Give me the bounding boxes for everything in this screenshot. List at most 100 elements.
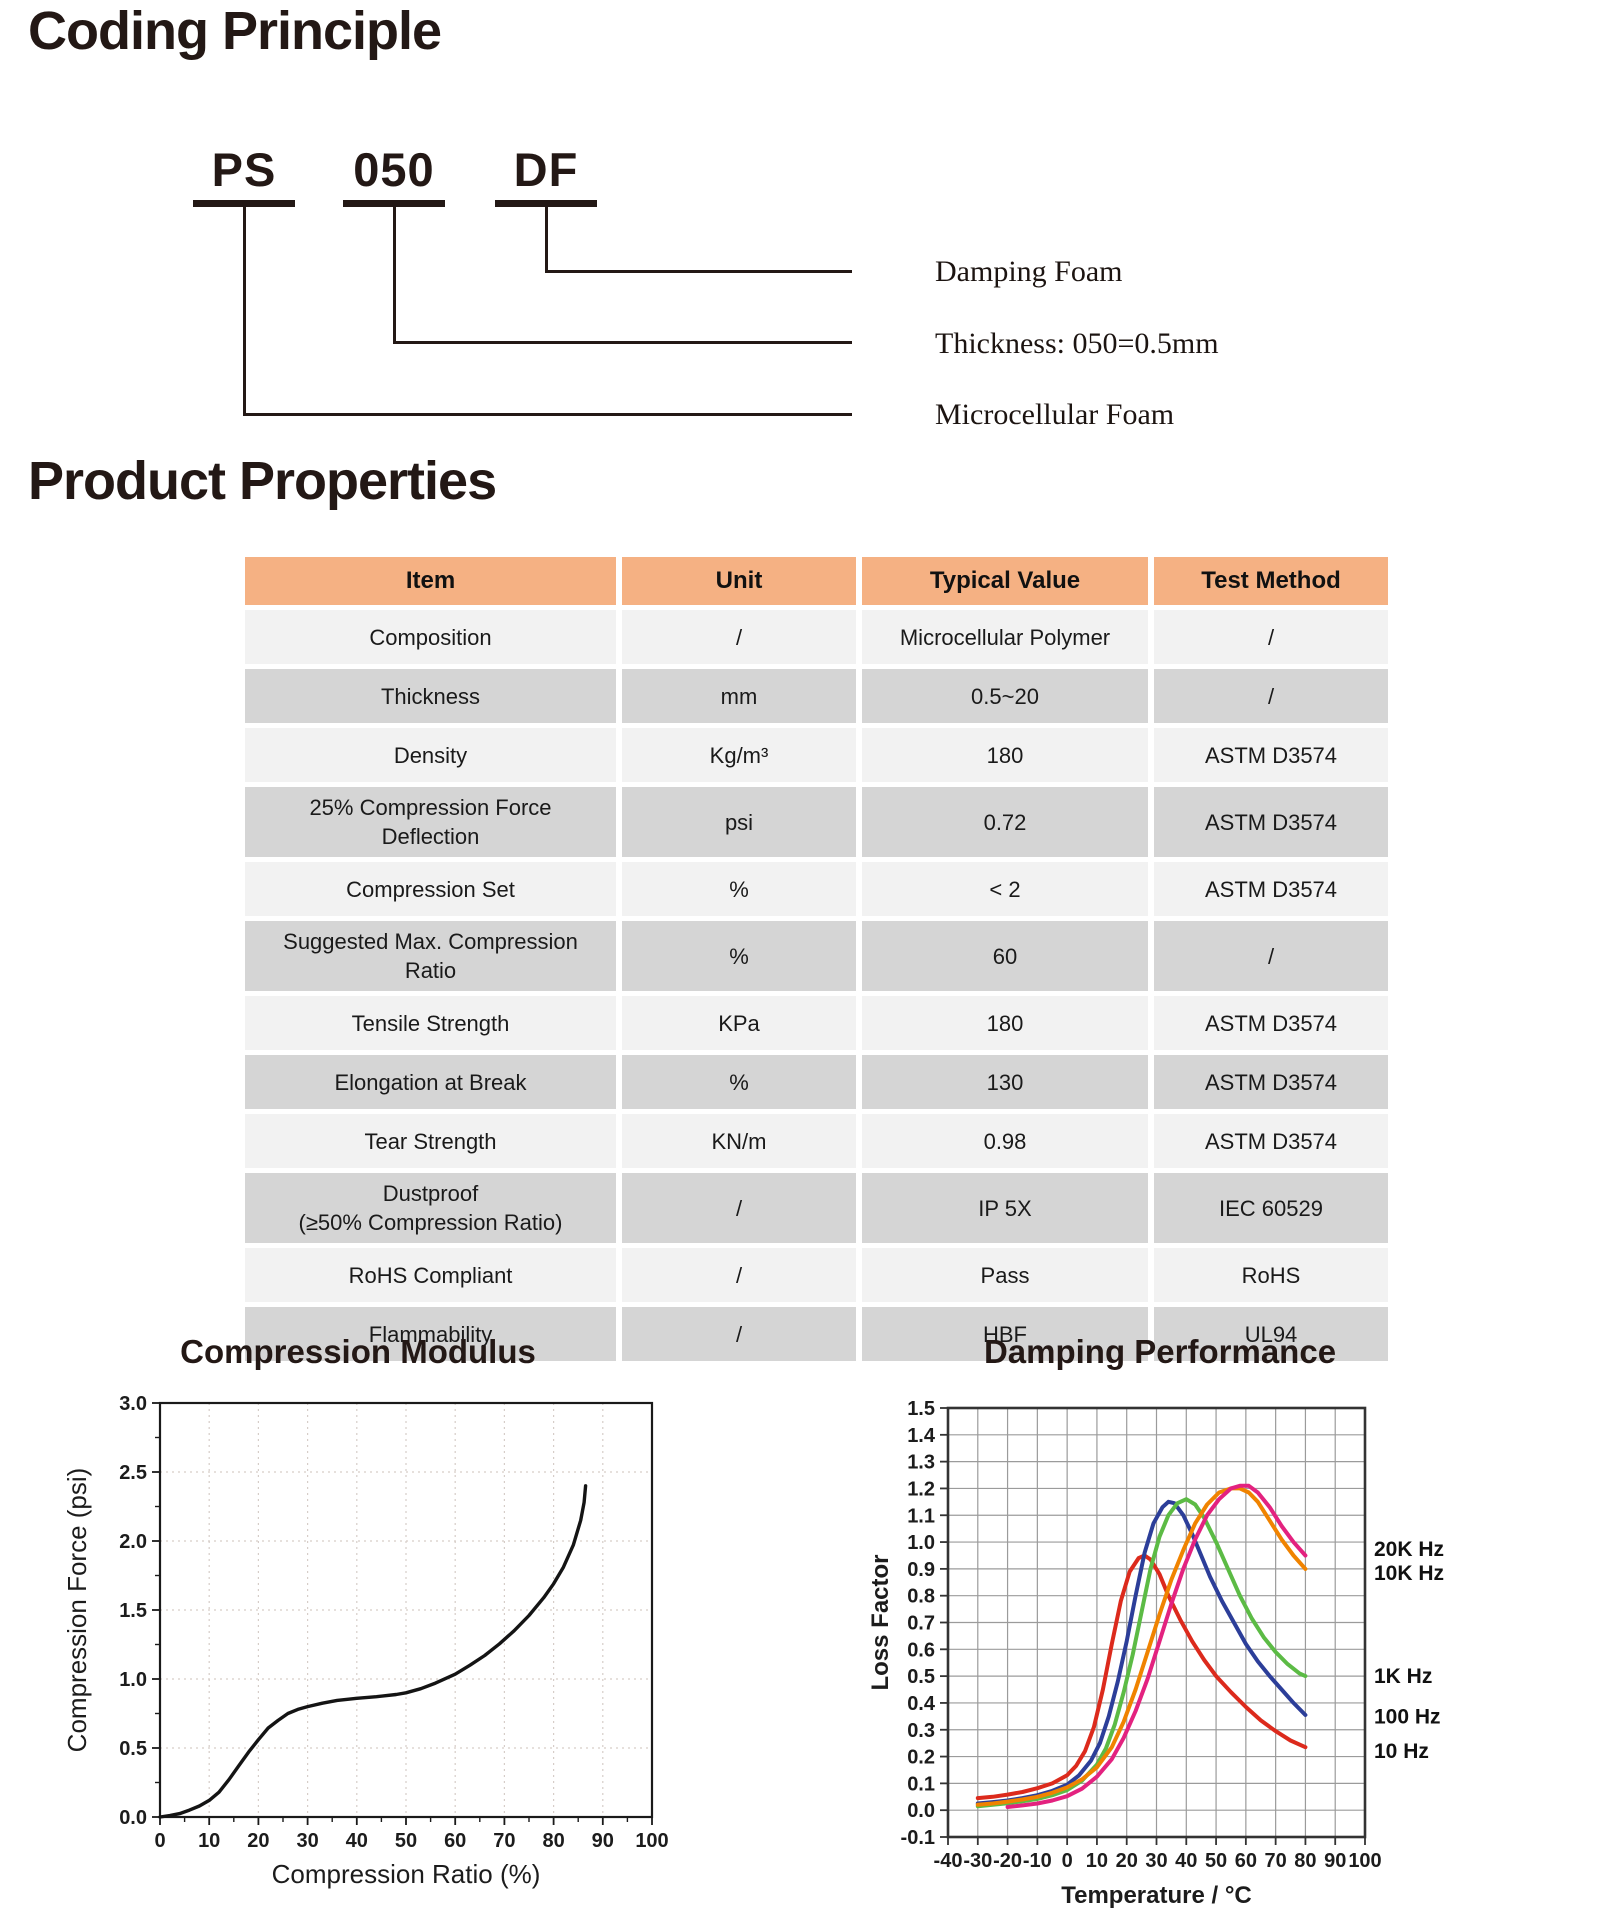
cell-method: ASTM D3574: [1154, 728, 1388, 782]
cell-unit: /: [622, 1307, 856, 1361]
cell-value: Pass: [862, 1248, 1148, 1302]
x-tick-label: -10: [1023, 1850, 1052, 1872]
table-row: 25% Compression Force Deflection psi 0.72 A…: [245, 787, 1388, 857]
cell-value: 0.72: [862, 787, 1148, 857]
y-tick-label: 0.4: [907, 1693, 936, 1715]
x-tick-label: 80: [542, 1830, 564, 1852]
cell-unit: %: [622, 1055, 856, 1109]
cell-item: RoHS Compliant: [245, 1248, 616, 1302]
compression-modulus-title: Compression Modulus: [180, 1333, 536, 1370]
connector-hline-df: [545, 270, 852, 273]
x-tick-label: -30: [963, 1850, 992, 1872]
cell-unit: Kg/m³: [622, 728, 856, 782]
cell-method: ASTM D3574: [1154, 996, 1388, 1050]
table-row: Dustproof (≥50% Compression Ratio) / IP 5X…: [245, 1173, 1388, 1243]
x-tick-label: 100: [1348, 1850, 1381, 1872]
cell-item: Suggested Max. Compression Ratio: [245, 921, 616, 991]
cell-unit: KPa: [622, 996, 856, 1050]
damping-performance-chart: -40 -30 -20 -10 0 10 20 30 40 50 60 70 80 90 100 -0.1 0.…: [867, 1398, 1444, 1909]
series-label-10-hz: 10 Hz: [1374, 1740, 1429, 1763]
series-label-10k-hz: 10K Hz: [1374, 1562, 1444, 1585]
column-header-typical-value: Typical Value: [862, 557, 1148, 605]
y-tick-label: 1.0: [119, 1669, 147, 1691]
connector-vline-ps: [243, 207, 246, 415]
cell-value: 180: [862, 728, 1148, 782]
x-axis-title: Temperature / °C: [1061, 1882, 1252, 1909]
series-compression-curve: [158, 1484, 588, 1819]
x-tick-label: 50: [1205, 1850, 1227, 1872]
y-tick-label: 0.3: [907, 1720, 935, 1742]
y-tick-label: 0.2: [907, 1747, 935, 1769]
underline-bar-ps: [193, 200, 295, 207]
cell-method: RoHS: [1154, 1248, 1388, 1302]
table-row: Suggested Max. Compression Ratio% 60/: [245, 921, 1388, 991]
code-part-thickness: 050: [353, 143, 435, 196]
code-label-damping-foam: Damping Foam: [935, 255, 1123, 288]
y-tick-label: -0.1: [901, 1827, 935, 1849]
x-tick-label: 10: [1086, 1850, 1108, 1872]
series-1k-hz: [975, 1497, 1308, 1809]
x-tick-label: 10: [198, 1830, 220, 1852]
table-row: Tensile Strength KPa 180 ASTM D3574: [245, 996, 1388, 1050]
code-part-ps: PS: [211, 143, 277, 196]
cell-method: UL94: [1154, 1307, 1388, 1361]
cell-unit: /: [622, 610, 856, 664]
damping-performance-title: Damping Performance: [983, 1333, 1337, 1370]
cell-unit: %: [622, 862, 856, 916]
series-label-1k-hz: 1K Hz: [1374, 1665, 1432, 1688]
cell-item: Composition: [245, 610, 616, 664]
connector-hline-thickness: [393, 341, 852, 344]
cell-item: Elongation at Break: [245, 1055, 616, 1109]
x-tick-label: 60: [444, 1830, 466, 1852]
cell-method: /: [1154, 610, 1388, 664]
code-label-thickness: Thickness: 050=0.5mm: [935, 327, 1219, 360]
cell-value: 180: [862, 996, 1148, 1050]
cell-item: Density: [245, 728, 616, 782]
table-header-row: Item Unit Typical Value Test Method: [245, 557, 1388, 605]
x-tick-label: 70: [493, 1830, 515, 1852]
cell-method: ASTM D3574: [1154, 1055, 1388, 1109]
cell-method: /: [1154, 921, 1388, 991]
series-20k-hz: [1005, 1483, 1308, 1809]
x-tick-label: 30: [1145, 1850, 1167, 1872]
y-tick-label: 1.3: [907, 1452, 935, 1474]
connector-vline-df: [545, 207, 548, 273]
cell-method: IEC 60529: [1154, 1173, 1388, 1243]
cell-value: Microcellular Polymer: [862, 610, 1148, 664]
y-tick-label: 1.5: [119, 1600, 147, 1622]
y-tick-label: 1.2: [907, 1478, 935, 1500]
table-row: RoHS Compliant / Pass RoHS: [245, 1248, 1388, 1302]
x-tick-label: 50: [395, 1830, 417, 1852]
cell-value: 0.5~20: [862, 669, 1148, 723]
cell-unit: /: [622, 1173, 856, 1243]
cell-value: < 2: [862, 862, 1148, 916]
x-tick-label: 80: [1294, 1850, 1316, 1872]
cell-value: 0.98: [862, 1114, 1148, 1168]
cell-method: ASTM D3574: [1154, 862, 1388, 916]
table-row: Tear Strength KN/m 0.98 ASTM D3574: [245, 1114, 1388, 1168]
y-tick-label: 0.7: [907, 1613, 935, 1635]
cell-item: Tensile Strength: [245, 996, 616, 1050]
x-tick-label: 20: [1116, 1850, 1138, 1872]
table-row: Compression Set% < 2 ASTM D3574: [245, 862, 1388, 916]
cell-item: Dustproof (≥50% Compression Ratio): [245, 1173, 616, 1243]
cell-method: /: [1154, 669, 1388, 723]
column-header-unit: Unit: [622, 557, 856, 605]
product-properties-table: Item Unit Typical Value Test Method Composi…: [239, 552, 1394, 1366]
underline-bar-df: [495, 200, 597, 207]
x-tick-label: 20: [247, 1830, 269, 1852]
x-tick-label: 0: [1062, 1850, 1073, 1872]
y-tick-label: 2.5: [119, 1462, 147, 1484]
cell-unit: /: [622, 1248, 856, 1302]
cell-unit: KN/m: [622, 1114, 856, 1168]
y-tick-label: 0.9: [907, 1559, 935, 1581]
x-tick-label: -20: [993, 1850, 1022, 1872]
cell-value: HBF: [862, 1307, 1148, 1361]
compression-modulus-chart: 0 10 20 30 40 50 60 70 80 90 100 0.0 0.5 1.0 1.5 2.0 2.5…: [62, 1393, 669, 1889]
table-row: Composition / Microcellular Polymer /: [245, 610, 1388, 664]
cell-unit: mm: [622, 669, 856, 723]
table-row: Thickness mm 0.5~20/: [245, 669, 1388, 723]
connector-hline-ps: [243, 413, 852, 416]
table-row: Density Kg/m³ 180 ASTM D3574: [245, 728, 1388, 782]
